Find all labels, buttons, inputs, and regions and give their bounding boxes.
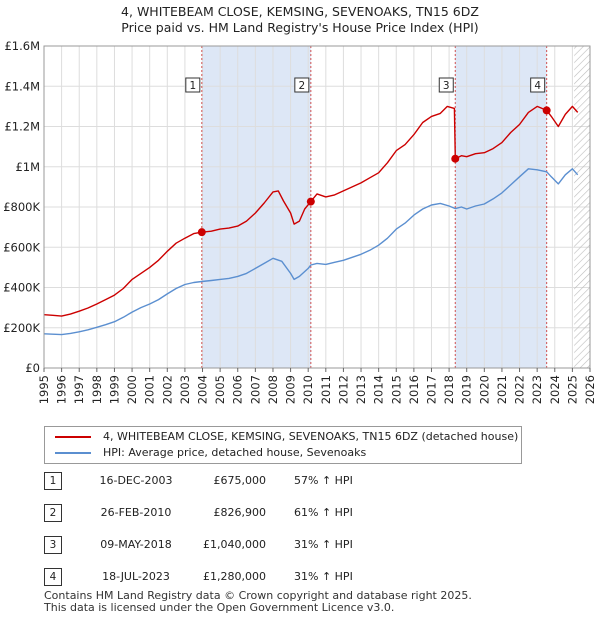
y-tick-label: £800K: [3, 200, 40, 214]
footer-licence: This data is licensed under the Open Gov…: [44, 601, 395, 614]
chart-subtitle: Price paid vs. HM Land Registry's House …: [121, 20, 479, 35]
sale-label-box: [294, 77, 310, 93]
y-tick-label: £1M: [15, 160, 40, 174]
sale-point: [542, 106, 551, 115]
x-tick-label: 2003: [178, 375, 192, 404]
y-tick-label: £200K: [3, 321, 40, 335]
x-tick-label: 2022: [513, 375, 527, 404]
series-lines: [43, 105, 579, 336]
y-tick-label: £600K: [3, 240, 40, 254]
plot-frame: [43, 45, 591, 369]
transaction-hpi-change: 31% ↑ HPI: [294, 570, 353, 583]
y-tick-label: £1.4M: [4, 79, 40, 93]
gridlines: [43, 45, 591, 369]
legend-label-property: 4, WHITEBEAM CLOSE, KEMSING, SEVENOAKS, …: [103, 430, 519, 443]
x-tick-label: 2009: [284, 375, 298, 404]
x-tick-label: 2011: [319, 375, 333, 404]
x-tick-label: 2023: [530, 375, 544, 404]
x-tick-label: 2010: [301, 375, 315, 404]
chart-title: 4, WHITEBEAM CLOSE, KEMSING, SEVENOAKS, …: [0, 4, 600, 36]
sale-point: [306, 197, 315, 206]
y-tick-label: £400K: [3, 281, 40, 295]
transaction-date: 18-JUL-2023: [102, 570, 170, 583]
transaction-row: 4 18-JUL-2023 £1,280,000 31% ↑ HPI: [44, 568, 464, 586]
sale-point: [197, 228, 206, 237]
transaction-date: 26-FEB-2010: [100, 506, 172, 519]
legend-swatch-property: [55, 436, 91, 438]
future-hatch-area: [574, 46, 590, 368]
x-tick-label: 2024: [548, 375, 562, 404]
transaction-date: 16-DEC-2003: [99, 474, 173, 487]
transaction-number: 1: [44, 472, 62, 490]
transaction-row: 2 26-FEB-2010 £826,900 61% ↑ HPI: [44, 504, 464, 522]
axes: £0 £200K £400K £600K £800K £1M £1.2M £1.4M £1.6M…: [3, 39, 597, 404]
transaction-price: £675,000: [213, 474, 267, 487]
transaction-number: 2: [44, 504, 62, 522]
x-tick-label: 2005: [213, 375, 227, 404]
transaction-hpi-change: 61% ↑ HPI: [294, 506, 353, 519]
x-tick-label: 2004: [196, 375, 210, 404]
footer-copyright: Contains HM Land Registry data © Crown c…: [44, 589, 472, 602]
transaction-price: £1,040,000: [203, 538, 266, 551]
sale-label: 4: [534, 80, 541, 92]
x-tick-label: 2015: [389, 375, 403, 404]
transaction-price: £1,280,000: [203, 570, 266, 583]
x-tick-label: 1996: [55, 375, 69, 404]
sale-label-box: [530, 77, 546, 93]
x-tick-label: 2026: [583, 375, 597, 404]
y-tick-label: £1.2M: [4, 120, 40, 134]
future-hatch: [574, 46, 590, 368]
x-tick-label: 2021: [495, 375, 509, 404]
property-price-line: [43, 105, 579, 317]
transaction-price: £826,900: [213, 506, 267, 519]
y-tick-label: £1.6M: [4, 39, 40, 53]
x-tick-label: 2016: [407, 375, 421, 404]
sale-marker-lines: [201, 46, 548, 368]
x-tick-label: 1997: [72, 375, 86, 404]
legend-label-hpi: HPI: Average price, detached house, Seve…: [103, 446, 367, 459]
sale-label: 2: [298, 80, 305, 92]
x-tick-label: 2006: [231, 375, 245, 404]
sale-label: 1: [189, 80, 196, 92]
x-tick-label: 2002: [160, 375, 174, 404]
hpi-line: [43, 168, 579, 336]
sale-label-box: [185, 77, 201, 93]
transaction-row: 3 09-MAY-2018 £1,040,000 31% ↑ HPI: [44, 536, 464, 554]
sale-label: 3: [443, 80, 450, 92]
sale-points: [197, 106, 551, 237]
x-tick-label: 2018: [442, 375, 456, 404]
transaction-number: 4: [44, 568, 62, 586]
x-tick-label: 1995: [37, 375, 51, 404]
legend-swatch-hpi: [55, 452, 91, 454]
x-tick-label: 2025: [565, 375, 579, 404]
x-tick-label: 2019: [460, 375, 474, 404]
price-chart: 1 2 3 4 £0 £200K £400K £600K £800K £1M £1.2M £1.4M…: [3, 39, 597, 404]
sale-label-box: [438, 77, 454, 93]
x-tick-label: 2014: [372, 375, 386, 404]
x-tick-label: 2000: [125, 375, 139, 404]
chart-title-line-1: 4, WHITEBEAM CLOSE, KEMSING, SEVENOAKS, …: [121, 4, 479, 19]
footer: Contains HM Land Registry data © Crown c…: [44, 590, 472, 614]
x-tick-label: 2017: [424, 375, 438, 404]
x-tick-label: 2013: [354, 375, 368, 404]
legend: 4, WHITEBEAM CLOSE, KEMSING, SEVENOAKS, …: [44, 426, 522, 464]
sale-labels: 1 2 3 4: [185, 77, 546, 93]
x-tick-label: 1999: [107, 375, 121, 404]
x-tick-label: 2007: [248, 375, 262, 404]
transaction-hpi-change: 57% ↑ HPI: [294, 474, 353, 487]
x-tick-label: 1998: [90, 375, 104, 404]
y-tick-label: £0: [25, 361, 40, 375]
x-tick-label: 2020: [477, 375, 491, 404]
transaction-hpi-change: 31% ↑ HPI: [294, 538, 353, 551]
transaction-date: 09-MAY-2018: [100, 538, 172, 551]
x-tick-label: 2001: [143, 375, 157, 404]
transaction-number: 3: [44, 536, 62, 554]
sale-point: [451, 154, 460, 163]
x-tick-label: 2012: [336, 375, 350, 404]
transaction-row: 1 16-DEC-2003 £675,000 57% ↑ HPI: [44, 472, 464, 490]
x-tick-label: 2008: [266, 375, 280, 404]
